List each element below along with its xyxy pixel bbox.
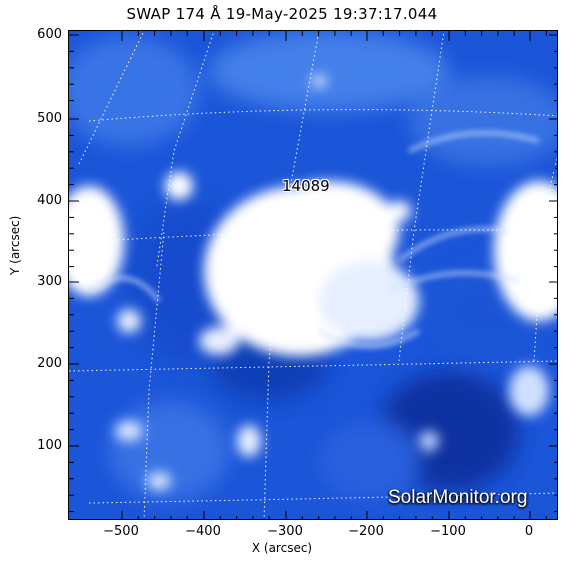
image-title: SWAP 174 Å 19-May-2025 19:37:17.044 — [126, 5, 438, 23]
x-tick-label: 0 — [524, 524, 534, 539]
x-tick-label: −200 — [348, 524, 384, 539]
euv-image-render — [69, 31, 557, 519]
x-tick-label: −300 — [267, 524, 303, 539]
y-tick-label: 300 — [37, 274, 62, 289]
y-tick-label: 600 — [37, 27, 62, 42]
x-axis-label: X (arcsec) — [251, 541, 313, 555]
active-region-label: 14089 — [282, 177, 330, 195]
y-tick-label: 200 — [37, 356, 62, 371]
y-axis-label: Y (arcsec) — [8, 215, 22, 275]
watermark: SolarMonitor.org — [388, 487, 528, 508]
y-tick-label: 500 — [37, 111, 62, 126]
x-tick-label: −400 — [185, 524, 221, 539]
y-tick-label: 400 — [37, 193, 62, 208]
axis-ticks — [69, 31, 557, 519]
x-tick-label: −500 — [103, 524, 139, 539]
y-tick-label: 100 — [37, 438, 62, 453]
x-tick-label: −100 — [430, 524, 466, 539]
solar-image — [68, 30, 558, 520]
